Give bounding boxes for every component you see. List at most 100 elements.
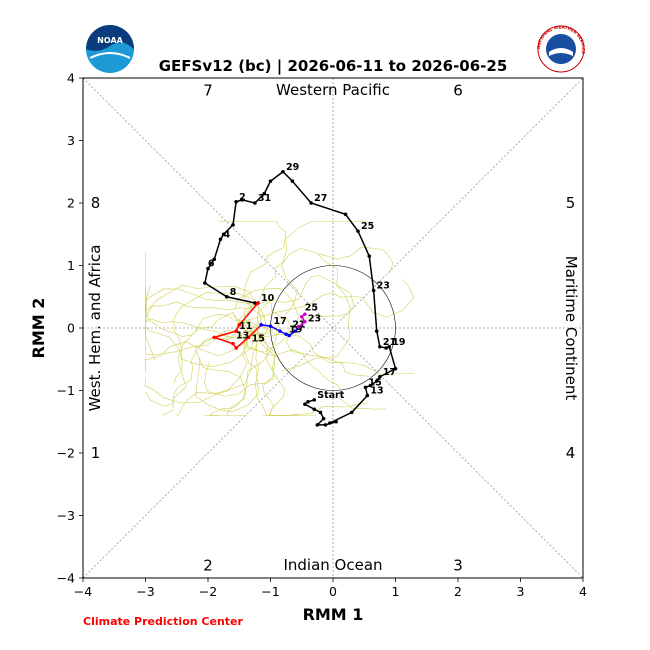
series-point-label: 11 — [239, 321, 252, 332]
series-point — [384, 346, 388, 350]
x-tick-label: −4 — [74, 584, 92, 599]
series-point — [231, 341, 235, 346]
phase-label-1: 1 — [91, 444, 101, 462]
phase-dividers — [82, 77, 584, 579]
series-point — [323, 423, 328, 427]
series-point — [256, 301, 260, 305]
series-point — [231, 223, 235, 227]
phase-label-8: 8 — [91, 194, 101, 212]
series-point — [262, 191, 267, 196]
series-point — [221, 232, 226, 237]
y-tick-label: 1 — [67, 258, 75, 273]
ensemble-member-line — [173, 292, 253, 383]
series-point — [281, 169, 285, 174]
phase-label-7: 7 — [203, 82, 213, 100]
series-point-label: 2 — [239, 192, 246, 203]
series-point — [293, 329, 298, 333]
series-point-label: 25 — [361, 221, 374, 232]
noaa-logo-text: NOAA — [97, 36, 123, 45]
ensemble-member-line — [270, 275, 351, 372]
series-point-label: 31 — [258, 193, 271, 204]
series-point — [374, 379, 379, 383]
ensemble-member-line — [195, 334, 260, 413]
x-tick-label: −3 — [136, 584, 154, 599]
series-point-label: 10 — [261, 293, 275, 304]
series-point — [203, 281, 207, 285]
series-point — [303, 402, 307, 407]
series-point-label: 13 — [236, 331, 249, 342]
series-point — [321, 416, 326, 421]
series-point — [246, 335, 251, 340]
series-point-label: Start — [317, 390, 344, 401]
region-label-right: Maritime Continent — [562, 256, 580, 401]
ensemble-member-line — [235, 288, 300, 353]
ensemble-member-line — [145, 312, 234, 407]
series-line — [298, 313, 306, 328]
region-label-top: Western Pacific — [276, 81, 390, 99]
series-point — [290, 179, 295, 183]
ensemble-member-line — [245, 299, 369, 377]
chart-title: GEFSv12 (bc) | 2026-06-11 to 2026-06-25 — [159, 57, 508, 76]
series-point — [212, 257, 217, 262]
x-tick-label: 4 — [579, 584, 587, 599]
series-point — [234, 346, 238, 350]
series-point — [343, 212, 348, 217]
y-tick-label: −3 — [57, 508, 75, 523]
ensemble-member-line — [251, 279, 415, 318]
series-point-label: 13 — [370, 386, 383, 397]
ensemble-member-line — [257, 253, 355, 335]
y-tick-label: 3 — [67, 133, 75, 148]
ensemble-member-line — [145, 334, 248, 404]
series-point — [349, 410, 354, 415]
series-point — [318, 410, 323, 415]
series-point — [374, 329, 379, 333]
series-point — [312, 407, 317, 412]
credit-text: Climate Prediction Center — [83, 615, 243, 628]
series-point — [363, 385, 368, 390]
series-point — [303, 312, 307, 317]
ensemble-member-line — [257, 221, 367, 304]
x-tick-label: −1 — [261, 584, 279, 599]
series-point — [234, 199, 238, 204]
series-point — [212, 335, 217, 340]
series-point-label: 15 — [369, 377, 382, 388]
series-point — [253, 301, 257, 305]
series-point-label: 4 — [224, 229, 231, 240]
x-axis-label: RMM 1 — [303, 605, 364, 624]
series-point — [309, 201, 313, 205]
series-point — [365, 393, 370, 398]
noaa-logo: NOAA — [86, 25, 134, 73]
ensemble-members — [145, 221, 415, 416]
y-tick-label: −4 — [57, 571, 75, 586]
series-point — [378, 374, 382, 379]
ensemble-member-line — [204, 320, 277, 397]
series-point — [218, 237, 223, 242]
ensemble-member-line — [239, 321, 316, 416]
series-point — [387, 344, 392, 349]
series-point-label: 8 — [230, 287, 237, 298]
series-point-label: 23 — [308, 314, 321, 325]
series-point — [253, 201, 257, 205]
series-point — [224, 294, 229, 299]
y-tick-label: −1 — [57, 383, 75, 398]
series-point — [328, 421, 332, 425]
series-point — [368, 383, 373, 388]
y-tick-label: 0 — [67, 321, 75, 336]
phase-label-2: 2 — [203, 557, 213, 575]
ensemble-member-line — [276, 246, 394, 329]
y-tick-label: −2 — [57, 446, 75, 461]
series-point-label: 15 — [252, 334, 265, 345]
series-point — [299, 314, 304, 319]
series-point — [287, 333, 292, 338]
x-tick-label: −2 — [199, 584, 217, 599]
series-point — [356, 229, 360, 233]
series-point — [303, 319, 307, 324]
series-point — [378, 344, 382, 349]
phase-label-6: 6 — [453, 82, 463, 100]
series-point — [367, 254, 372, 258]
